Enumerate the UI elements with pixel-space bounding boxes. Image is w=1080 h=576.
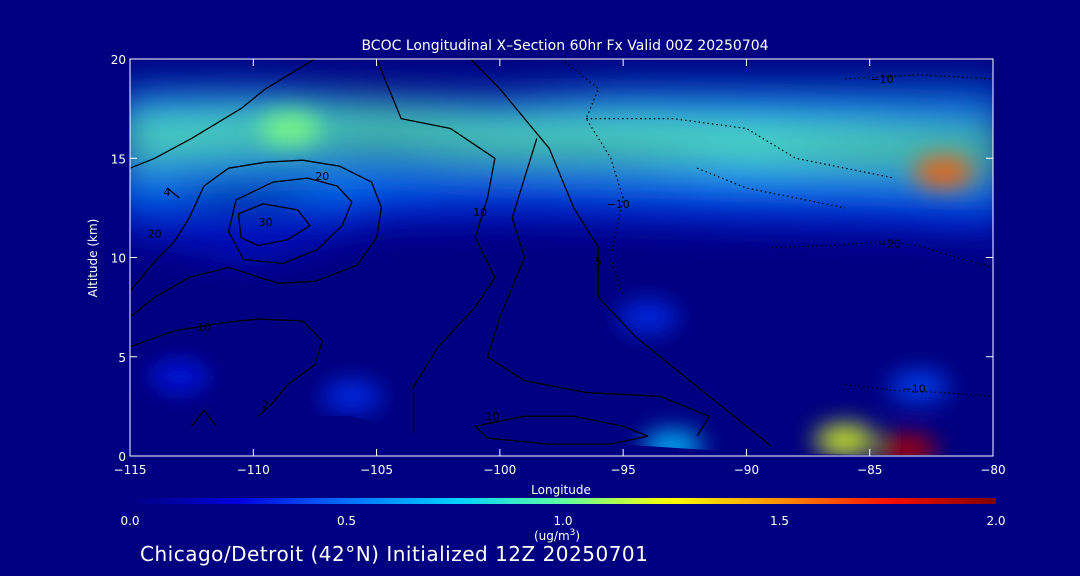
colorbar-tick-label: 0.5: [337, 514, 356, 528]
bcoc-layer-0: [130, 91, 993, 136]
contour-line-4: [130, 318, 323, 417]
contour-label-11-1: −10: [607, 198, 630, 211]
y-tick-label: 10: [111, 252, 126, 266]
contour-line-11: [561, 59, 624, 298]
x-tick-label: −115: [114, 463, 147, 477]
contour-line-15: [771, 241, 993, 268]
contour-line-8: [486, 138, 711, 437]
bcoc-hotspots: [149, 112, 974, 456]
contour-line-12: [586, 118, 895, 179]
contour-label-4-0: 10: [197, 321, 211, 334]
contour-label-0-0: 30: [259, 216, 273, 229]
bcoc-layer-3: [130, 180, 993, 255]
bcoc-hotspot-7: [617, 301, 678, 334]
contour-label-11-2: −10: [902, 383, 925, 396]
bcoc-hotspot-1: [913, 156, 974, 189]
colorbar-tick-label: 1.0: [553, 514, 572, 528]
colorbar: [130, 498, 996, 504]
x-tick-label: −100: [483, 463, 516, 477]
x-tick-label: −95: [610, 463, 635, 477]
x-tick-label: −105: [360, 463, 393, 477]
y-tick-label: 5: [118, 351, 126, 365]
y-tick-label: 15: [111, 152, 126, 166]
colorbar-units-text: (ug/m: [534, 529, 570, 543]
contour-label-2-0: 20: [148, 228, 162, 241]
colorbar-units: (ug/m3): [534, 526, 580, 543]
bcoc-layer-1: [130, 111, 993, 170]
y-axis: 0 5 10 15 20: [111, 53, 993, 464]
y-tick-label: 20: [111, 53, 126, 67]
bcoc-hotspot-6: [149, 360, 210, 393]
x-axis-label: Longitude: [531, 483, 591, 497]
colorbar-ticks: 0.0 0.5 1.0 1.5 2.0: [120, 514, 1005, 528]
colorbar-tick-label: 0.0: [120, 514, 139, 528]
footer-caption: Chicago/Detroit (42°N) Initialized 12Z 2…: [140, 542, 649, 566]
contour-label-6-0: 10: [485, 410, 499, 423]
contour-line-0: [237, 203, 311, 247]
colorbar-units-close: ): [575, 529, 581, 543]
contour-label-9-0: 4: [163, 186, 170, 199]
x-tick-label: −110: [237, 463, 270, 477]
contour-line-9: [166, 187, 180, 199]
contour-line-3: [130, 59, 316, 169]
bcoc-hotspot-4: [642, 430, 703, 456]
contour-line-2: [130, 159, 383, 318]
colorbar-tick-label: 1.5: [770, 514, 789, 528]
contour-label-11-0: −10: [870, 73, 893, 86]
y-axis-label: Altitude (km): [86, 219, 100, 298]
bcoc-hotspot-8: [889, 370, 950, 403]
bcoc-hotspot-5: [321, 380, 382, 413]
colorbar-tick-label: 2.0: [986, 514, 1005, 528]
contour-line-7: [469, 59, 772, 447]
contour-label-15-0: −20: [878, 238, 901, 251]
y-tick-label: 0: [118, 450, 126, 464]
x-tick-label: −85: [857, 463, 882, 477]
x-tick-label: −80: [980, 463, 1005, 477]
chart-title: BCOC Longitudinal X–Section 60hr Fx Vali…: [361, 38, 768, 54]
contour-line-1: [227, 177, 353, 265]
contour-line-10: [191, 409, 217, 427]
bcoc-hotspot-3: [815, 424, 876, 456]
contour-label-7-0: 5: [595, 255, 602, 268]
bcoc-hotspot-2: [876, 434, 937, 456]
contour-line-6: [474, 415, 649, 445]
contour-label-1-0: 20: [315, 170, 329, 183]
colorbar-units-sup: 3: [569, 528, 576, 538]
terrain-mask: [130, 416, 993, 456]
bcoc-hotspot-0: [260, 112, 321, 145]
contour-label-10-0: 2: [262, 398, 269, 411]
contour-line-5: [375, 59, 496, 433]
x-tick-label: −90: [734, 463, 759, 477]
x-axis: −115 −110 −105 −100 −95 −90 −85 −80: [114, 59, 1006, 477]
